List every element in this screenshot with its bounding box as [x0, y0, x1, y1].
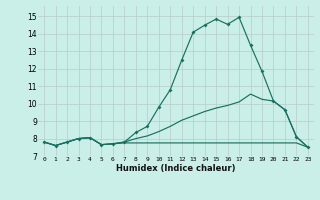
X-axis label: Humidex (Indice chaleur): Humidex (Indice chaleur) — [116, 164, 236, 173]
